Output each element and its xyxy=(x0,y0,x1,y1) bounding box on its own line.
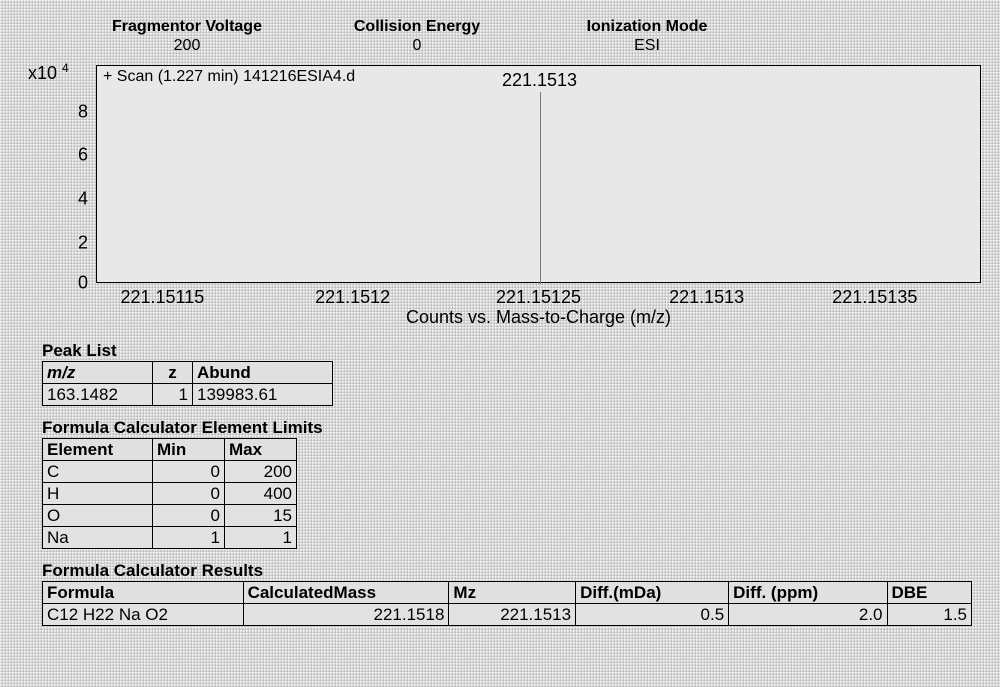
table-cell: 0 xyxy=(153,483,225,505)
param-value: ESI xyxy=(532,37,762,55)
x-tick-label: 221.15135 xyxy=(832,287,917,308)
table-cell: 139983.61 xyxy=(193,384,333,406)
spectrum-chart: x10 4 86420 + Scan (1.227 min) 141216ESI… xyxy=(56,59,992,329)
param-label: Ionization Mode xyxy=(532,18,762,36)
col-min: Min xyxy=(153,439,225,461)
y-tick-label: 8 xyxy=(56,101,88,122)
col-dbe: DBE xyxy=(887,582,972,604)
table-header-row: Element Min Max xyxy=(43,439,297,461)
plot-area[interactable]: + Scan (1.227 min) 141216ESIA4.d 221.151… xyxy=(96,65,981,283)
y-tick-label: 6 xyxy=(56,145,88,166)
table-row[interactable]: H0400 xyxy=(43,483,297,505)
table-header-row: Formula CalculatedMass Mz Diff.(mDa) Dif… xyxy=(43,582,972,604)
table-cell: C xyxy=(43,461,153,483)
x-tick-label: 221.1512 xyxy=(315,287,390,308)
table-cell: C12 H22 Na O2 xyxy=(43,604,244,626)
element-limits-table: Element Min Max C0200H0400O015Na11 xyxy=(42,438,297,549)
table-cell: 1 xyxy=(153,384,193,406)
y-tick-label: 2 xyxy=(56,232,88,253)
limits-title: Formula Calculator Element Limits xyxy=(42,418,978,438)
peak-list-title: Peak List xyxy=(42,341,978,361)
col-diff-ppm: Diff. (ppm) xyxy=(729,582,887,604)
peak-list-table: m/z z Abund 163.14821139983.61 xyxy=(42,361,333,406)
table-cell: H xyxy=(43,483,153,505)
x-tick-label: 221.15125 xyxy=(496,287,581,308)
col-element: Element xyxy=(43,439,153,461)
table-row[interactable]: C0200 xyxy=(43,461,297,483)
spectrum-peak-line xyxy=(540,92,541,284)
param-value: 0 xyxy=(302,37,532,55)
table-cell: 0.5 xyxy=(576,604,729,626)
table-cell: 15 xyxy=(225,505,297,527)
plot-title: + Scan (1.227 min) 141216ESIA4.d xyxy=(103,68,355,86)
col-max: Max xyxy=(225,439,297,461)
col-abund: Abund xyxy=(193,362,333,384)
table-row[interactable]: O015 xyxy=(43,505,297,527)
x-tick-label: 221.1513 xyxy=(669,287,744,308)
col-formula: Formula xyxy=(43,582,244,604)
param-collision-energy: Collision Energy 0 xyxy=(302,18,532,55)
table-cell: 163.1482 xyxy=(43,384,153,406)
y-tick-label: 0 xyxy=(56,273,88,294)
y-tick-label: 4 xyxy=(56,189,88,210)
table-cell: 200 xyxy=(225,461,297,483)
table-cell: 2.0 xyxy=(729,604,887,626)
table-cell: 221.1513 xyxy=(449,604,576,626)
param-value: 200 xyxy=(72,37,302,55)
formula-results-table: Formula CalculatedMass Mz Diff.(mDa) Dif… xyxy=(42,581,972,626)
y-axis-ticks: 86420 xyxy=(56,65,92,283)
table-cell: 1.5 xyxy=(887,604,972,626)
col-mz: Mz xyxy=(449,582,576,604)
table-cell: O xyxy=(43,505,153,527)
table-cell: 0 xyxy=(153,505,225,527)
col-diff-mda: Diff.(mDa) xyxy=(576,582,729,604)
x-axis-ticks: 221.15115 221.1512 221.15125 221.1513 221.15… xyxy=(96,287,981,307)
table-cell: 1 xyxy=(153,527,225,549)
table-cell: Na xyxy=(43,527,153,549)
param-label: Fragmentor Voltage xyxy=(72,18,302,36)
col-z: z xyxy=(153,362,193,384)
param-label: Collision Energy xyxy=(302,18,532,36)
x-tick-label: 221.15115 xyxy=(120,287,204,308)
table-row[interactable]: Na11 xyxy=(43,527,297,549)
param-fragmentor: Fragmentor Voltage 200 xyxy=(72,18,302,55)
table-cell: 0 xyxy=(153,461,225,483)
x-axis-label: Counts vs. Mass-to-Charge (m/z) xyxy=(96,307,981,328)
col-mz: m/z xyxy=(43,362,153,384)
table-cell: 1 xyxy=(225,527,297,549)
results-title: Formula Calculator Results xyxy=(42,561,978,581)
parameter-header: Fragmentor Voltage 200 Collision Energy … xyxy=(72,18,978,55)
col-calcmass: CalculatedMass xyxy=(243,582,449,604)
table-cell: 221.1518 xyxy=(243,604,449,626)
table-cell: 400 xyxy=(225,483,297,505)
spectrum-peak-label: 221.1513 xyxy=(502,70,577,91)
table-row[interactable]: C12 H22 Na O2221.1518221.15130.52.01.5 xyxy=(43,604,972,626)
table-header-row: m/z z Abund xyxy=(43,362,333,384)
param-ionization-mode: Ionization Mode ESI xyxy=(532,18,762,55)
table-row[interactable]: 163.14821139983.61 xyxy=(43,384,333,406)
